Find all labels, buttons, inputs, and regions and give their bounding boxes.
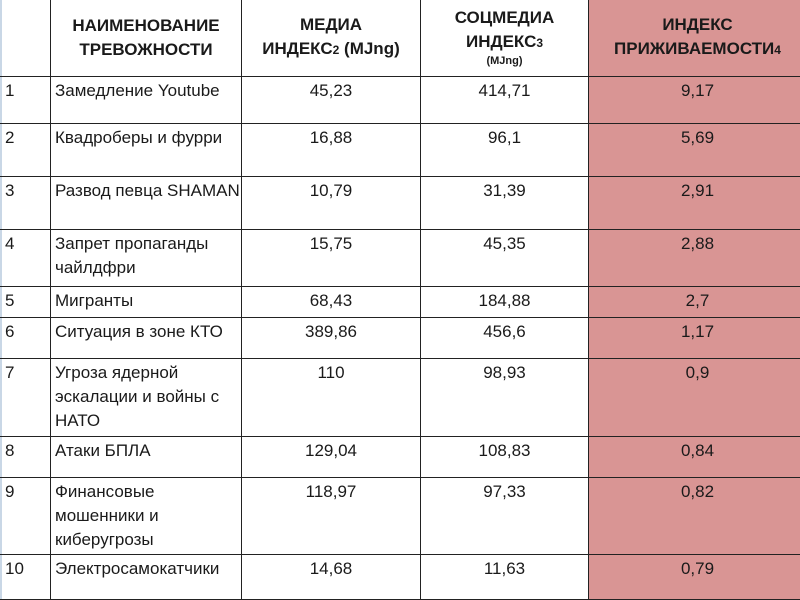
- header-survival-line2: ПРИЖИВАЕМОСТИ4: [589, 37, 800, 62]
- row-socmedia-index: 456,6: [421, 317, 589, 358]
- row-name: Электросамокатчики: [51, 554, 242, 599]
- row-name: Мигранты: [51, 286, 242, 317]
- header-socmedia-unit: (MJng): [421, 55, 588, 67]
- header-socmedia-index: СОЦМЕДИА ИНДЕКС3 (MJng): [421, 0, 589, 76]
- row-survival-index: 2,88: [589, 229, 800, 286]
- header-survival-footnote: 4: [774, 43, 781, 57]
- row-media-index: 15,75: [242, 229, 421, 286]
- row-number: 7: [0, 358, 51, 436]
- row-socmedia-index: 31,39: [421, 176, 589, 229]
- row-survival-index: 5,69: [589, 123, 800, 176]
- header-media-footnote: 2: [333, 43, 340, 57]
- table-row: 5 Мигранты 68,43 184,88 2,7: [0, 286, 800, 317]
- table-row: 9 Финансовые мошенники и киберугрозы 118…: [0, 477, 800, 554]
- row-socmedia-index: 184,88: [421, 286, 589, 317]
- header-socmedia-line2: ИНДЕКС3: [421, 30, 588, 55]
- row-socmedia-index: 11,63: [421, 554, 589, 599]
- row-media-index: 68,43: [242, 286, 421, 317]
- row-survival-index: 2,7: [589, 286, 800, 317]
- row-number: 10: [0, 554, 51, 599]
- header-media-index: МЕДИА ИНДЕКС2 (MJng): [242, 0, 421, 76]
- row-survival-index: 0,79: [589, 554, 800, 599]
- header-survival-line1: ИНДЕКС: [589, 13, 800, 37]
- row-name: Атаки БПЛА: [51, 436, 242, 477]
- row-name: Ситуация в зоне КТО: [51, 317, 242, 358]
- table-row: 2 Квадроберы и фурри 16,88 96,1 5,69: [0, 123, 800, 176]
- header-survival-word: ПРИЖИВАЕМОСТИ: [614, 39, 774, 58]
- header-name: НАИМЕНОВАНИЕ ТРЕВОЖНОСТИ: [51, 0, 242, 76]
- header-name-line1: НАИМЕНОВАНИЕ: [51, 14, 241, 38]
- row-number: 3: [0, 176, 51, 229]
- table-row: 7 Угроза ядерной эскалации и войны с НАТ…: [0, 358, 800, 436]
- row-number: 9: [0, 477, 51, 554]
- row-media-index: 45,23: [242, 76, 421, 123]
- row-name: Угроза ядерной эскалации и войны с НАТО: [51, 358, 242, 436]
- row-media-index: 118,97: [242, 477, 421, 554]
- header-number: [0, 0, 51, 76]
- row-name: Развод певца SHAMAN: [51, 176, 242, 229]
- header-name-line2: ТРЕВОЖНОСТИ: [51, 38, 241, 62]
- table-header-row: НАИМЕНОВАНИЕ ТРЕВОЖНОСТИ МЕДИА ИНДЕКС2 (…: [0, 0, 800, 76]
- row-number: 1: [0, 76, 51, 123]
- row-number: 2: [0, 123, 51, 176]
- row-media-index: 14,68: [242, 554, 421, 599]
- row-survival-index: 1,17: [589, 317, 800, 358]
- header-socmedia-index-word: ИНДЕКС: [466, 32, 536, 51]
- table-row: 10 Электросамокатчики 14,68 11,63 0,79: [0, 554, 800, 599]
- row-socmedia-index: 45,35: [421, 229, 589, 286]
- row-number: 4: [0, 229, 51, 286]
- row-media-index: 129,04: [242, 436, 421, 477]
- row-number: 6: [0, 317, 51, 358]
- row-media-index: 10,79: [242, 176, 421, 229]
- header-media-line1: МЕДИА: [242, 13, 420, 37]
- row-socmedia-index: 98,93: [421, 358, 589, 436]
- row-name: Финансовые мошенники и киберугрозы: [51, 477, 242, 554]
- header-media-index-word: ИНДЕКС: [262, 39, 332, 58]
- row-media-index: 110: [242, 358, 421, 436]
- header-media-unit: (MJng): [344, 39, 400, 58]
- row-survival-index: 2,91: [589, 176, 800, 229]
- row-survival-index: 0,84: [589, 436, 800, 477]
- row-socmedia-index: 108,83: [421, 436, 589, 477]
- table-row: 3 Развод певца SHAMAN 10,79 31,39 2,91: [0, 176, 800, 229]
- row-survival-index: 9,17: [589, 76, 800, 123]
- header-socmedia-line1: СОЦМЕДИА: [421, 6, 588, 30]
- row-survival-index: 0,82: [589, 477, 800, 554]
- header-socmedia-footnote: 3: [536, 36, 543, 50]
- row-survival-index: 0,9: [589, 358, 800, 436]
- row-number: 5: [0, 286, 51, 317]
- row-socmedia-index: 97,33: [421, 477, 589, 554]
- header-survival-index: ИНДЕКС ПРИЖИВАЕМОСТИ4: [589, 0, 800, 76]
- header-media-line2: ИНДЕКС2 (MJng): [242, 37, 420, 62]
- row-name: Квадроберы и фурри: [51, 123, 242, 176]
- row-name: Запрет пропаганды чайлдфри: [51, 229, 242, 286]
- table-row: 8 Атаки БПЛА 129,04 108,83 0,84: [0, 436, 800, 477]
- row-socmedia-index: 96,1: [421, 123, 589, 176]
- table-row: 1 Замедление Youtube 45,23 414,71 9,17: [0, 76, 800, 123]
- row-media-index: 16,88: [242, 123, 421, 176]
- row-number: 8: [0, 436, 51, 477]
- row-name: Замедление Youtube: [51, 76, 242, 123]
- row-media-index: 389,86: [242, 317, 421, 358]
- row-socmedia-index: 414,71: [421, 76, 589, 123]
- table-row: 4 Запрет пропаганды чайлдфри 15,75 45,35…: [0, 229, 800, 286]
- table-row: 6 Ситуация в зоне КТО 389,86 456,6 1,17: [0, 317, 800, 358]
